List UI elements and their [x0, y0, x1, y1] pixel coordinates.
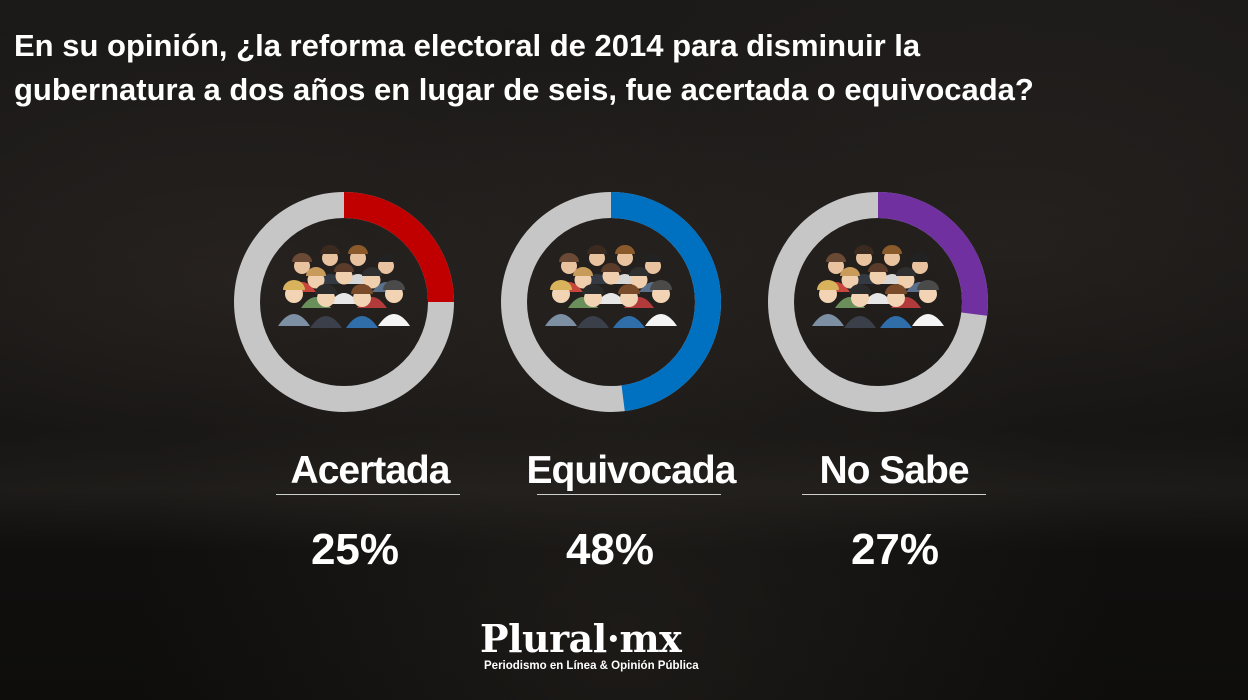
category-label-acertada: Acertada: [290, 449, 451, 492]
people-group-icon: [812, 245, 944, 328]
people-group-icon: [545, 245, 677, 328]
category-label-no-sabe: No Sabe: [819, 449, 969, 492]
donut-segment-equivocada: [610, 192, 721, 412]
donut-equivocada: [501, 192, 721, 412]
donut-no-sabe: [768, 192, 988, 412]
donut-segment-acertada: [343, 192, 454, 303]
title-line-2: gubernatura a dos años en lugar de seis,…: [14, 72, 1034, 107]
label-underline: [276, 494, 460, 495]
value-label-equivocada: 48%: [565, 525, 655, 574]
title-line-1: En su opinión, ¿la reforma electoral de …: [14, 28, 921, 63]
background-desk: [0, 430, 1248, 550]
value-label-acertada: 25%: [310, 525, 400, 574]
label-underline: [537, 494, 721, 495]
brand-logo: Plural·mx Periodismo en Línea & Opinión …: [480, 616, 750, 673]
donut-segment-no-sabe: [877, 192, 988, 316]
label-underline: [802, 494, 986, 495]
logo-name: Plural·mx: [480, 616, 682, 661]
people-group-icon: [278, 245, 410, 328]
logo-tagline: Periodismo en Línea & Opinión Pública: [484, 660, 699, 672]
chart-title: En su opinión, ¿la reforma electoral de …: [14, 24, 1234, 112]
category-label-equivocada: Equivocada: [526, 449, 737, 492]
donut-acertada: [234, 192, 454, 412]
value-label-no-sabe: 27%: [850, 525, 940, 574]
